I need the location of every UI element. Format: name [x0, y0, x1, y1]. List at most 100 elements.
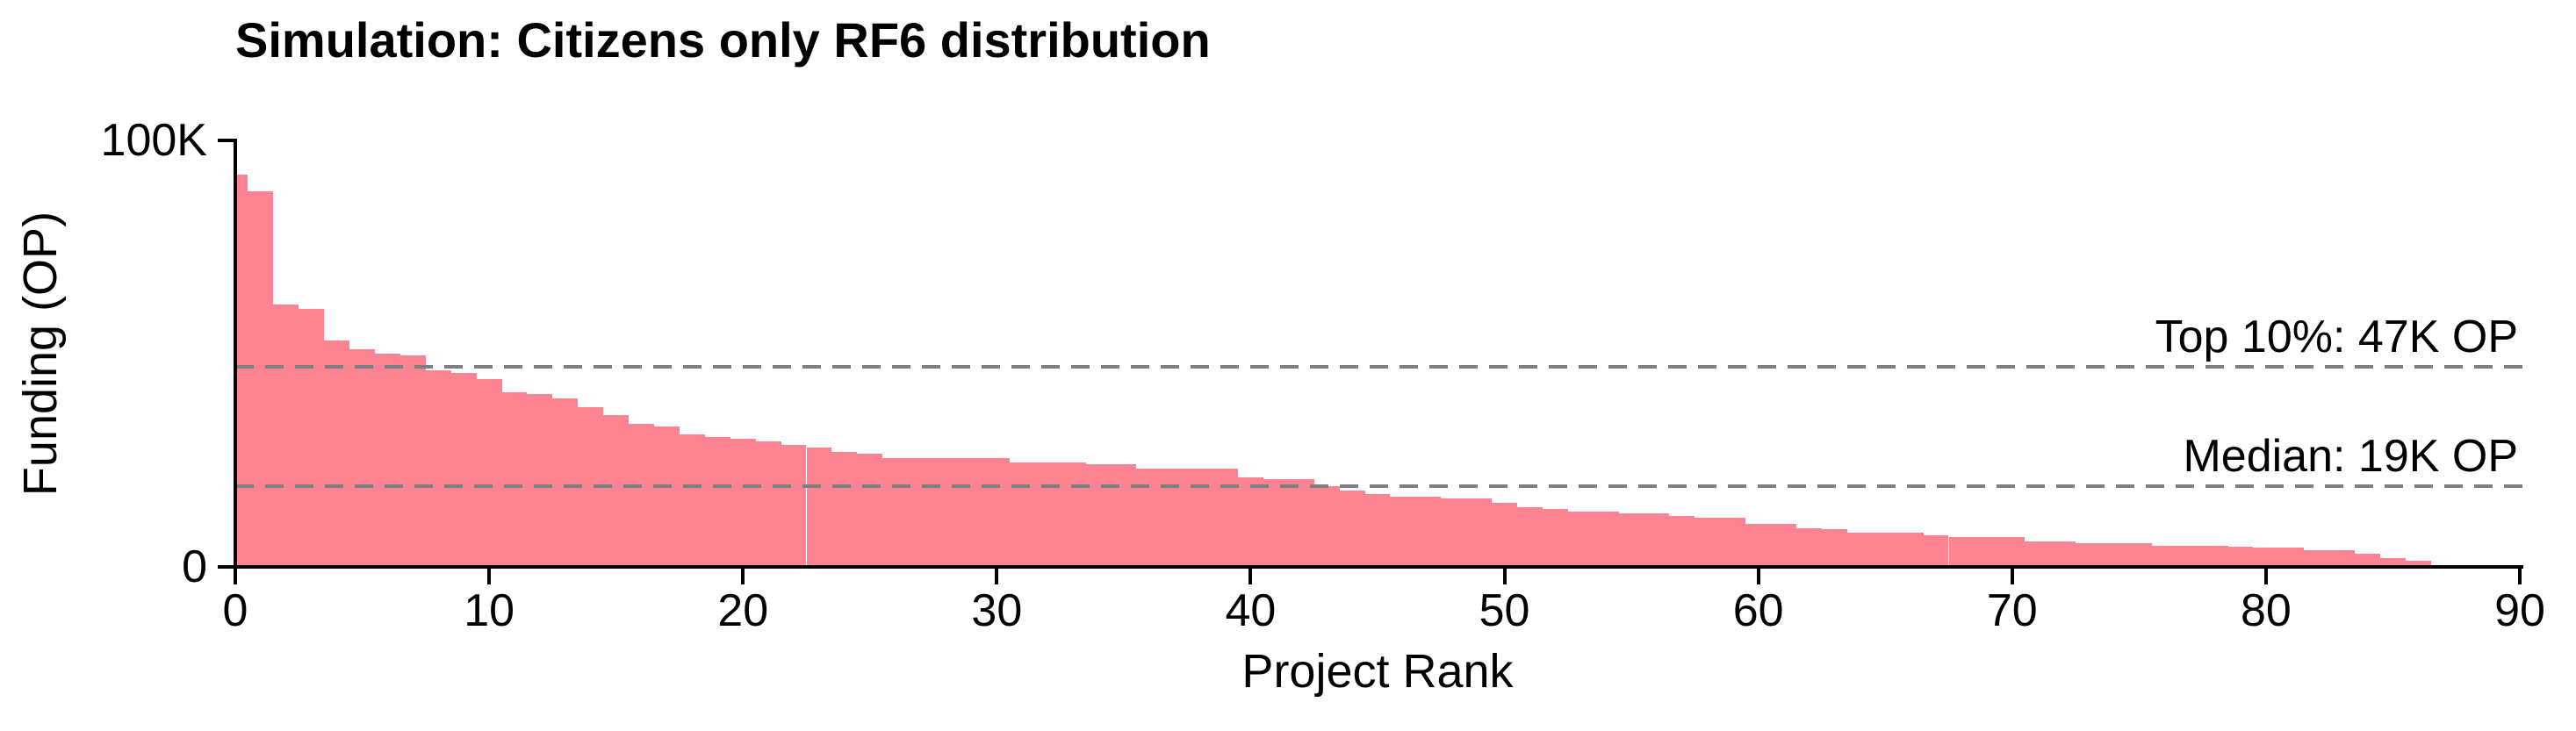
bar-rank-80 [2253, 548, 2279, 567]
x-tick-50 [1502, 569, 1507, 584]
bar-rank-75 [2126, 543, 2152, 567]
x-tick-30 [995, 569, 999, 584]
bar-rank-60 [1745, 524, 1772, 567]
bar-rank-61 [1771, 524, 1797, 567]
bar-rank-46 [1390, 496, 1416, 567]
bar-rank-5 [349, 349, 375, 567]
bar-rank-47 [1415, 496, 1442, 567]
bar-rank-50 [1492, 503, 1517, 567]
y-tick-label-0: 0 [182, 541, 207, 592]
bar-rank-10 [476, 379, 502, 567]
bar-rank-11 [501, 391, 528, 567]
bar-rank-48 [1441, 498, 1467, 567]
bar-rank-54 [1593, 511, 1619, 567]
bar-rank-40 [1237, 477, 1263, 567]
bar-rank-78 [2202, 545, 2228, 567]
bar-rank-31 [1009, 462, 1035, 567]
bar-rank-44 [1339, 490, 1365, 567]
bar-rank-2 [273, 305, 299, 567]
x-tick-90 [2518, 569, 2522, 584]
bar-rank-65 [1872, 533, 1898, 567]
bar-rank-12 [527, 394, 553, 567]
bar-rank-69 [1974, 536, 2000, 567]
bar-rank-51 [1517, 506, 1543, 567]
annotation-top10-label: Top 10%: 47K OP [2155, 311, 2518, 362]
bar-rank-35 [1111, 464, 1137, 567]
x-tick-label-80: 80 [2240, 585, 2292, 636]
bar-rank-33 [1060, 462, 1086, 567]
bar-rank-4 [324, 340, 350, 567]
bar-rank-7 [399, 355, 426, 567]
bar-rank-63 [1821, 529, 1847, 567]
bar-rank-62 [1796, 528, 1822, 567]
bar-rank-68 [1948, 536, 1975, 567]
bar-rank-85 [2379, 558, 2406, 567]
bar-rank-74 [2100, 543, 2126, 567]
bar-rank-84 [2355, 554, 2380, 567]
bar-rank-70 [1999, 536, 2026, 567]
bar-rank-17 [654, 426, 680, 567]
x-tick-60 [1756, 569, 1760, 584]
x-tick-70 [2010, 569, 2014, 584]
bar-rank-19 [704, 436, 730, 567]
bar-rank-24 [831, 451, 858, 567]
bar-rank-55 [1618, 513, 1644, 567]
chart-title: Simulation: Citizens only RF6 distributi… [235, 12, 1211, 68]
x-tick-label-20: 20 [717, 585, 769, 636]
bar-rank-57 [1669, 515, 1695, 567]
bar-rank-83 [2329, 549, 2356, 567]
x-axis-spine [234, 565, 2523, 569]
bar-rank-29 [958, 458, 984, 567]
y-tick-label-100K: 100K [100, 115, 207, 166]
x-tick-label-60: 60 [1732, 585, 1784, 636]
y-axis-label: Funding (OP) [14, 211, 67, 497]
bar-rank-30 [983, 458, 1010, 567]
x-tick-20 [741, 569, 745, 584]
bar-rank-26 [882, 458, 909, 567]
bar-rank-59 [1720, 518, 1746, 567]
y-axis-spine [234, 139, 237, 570]
bar-rank-53 [1567, 511, 1594, 567]
bar-rank-79 [2227, 546, 2254, 567]
bar-rank-22 [781, 445, 807, 567]
x-tick-label-70: 70 [1986, 585, 2038, 636]
x-tick-label-0: 0 [222, 585, 248, 636]
bar-rank-81 [2278, 548, 2305, 567]
bar-rank-1 [248, 191, 274, 567]
bar-rank-32 [1034, 462, 1061, 567]
bar-rank-64 [1846, 533, 1873, 567]
bar-rank-13 [552, 398, 579, 567]
bar-rank-67 [1923, 534, 1949, 567]
bar-rank-43 [1313, 485, 1340, 567]
x-tick-0 [234, 569, 237, 584]
bar-rank-21 [755, 441, 781, 567]
reference-line-median [235, 484, 2529, 488]
annotation-median-label: Median: 19K OP [2183, 430, 2518, 482]
bar-rank-34 [1085, 464, 1112, 567]
x-tick-label-10: 10 [464, 585, 515, 636]
bar-rank-3 [299, 308, 325, 567]
bar-rank-20 [730, 439, 756, 567]
bar-rank-76 [2151, 545, 2177, 567]
bar-rank-42 [1288, 479, 1314, 567]
bar-rank-71 [2025, 541, 2051, 567]
bar-rank-25 [857, 454, 883, 567]
x-tick-10 [487, 569, 492, 584]
bar-rank-86 [2405, 560, 2431, 567]
bar-rank-23 [806, 447, 832, 567]
bar-rank-18 [679, 434, 705, 567]
bar-rank-52 [1542, 509, 1568, 567]
bar-rank-73 [2076, 543, 2101, 567]
bar-rank-77 [2177, 545, 2203, 567]
x-tick-label-90: 90 [2494, 585, 2545, 636]
bar-rank-15 [603, 415, 630, 567]
x-tick-label-40: 40 [1225, 585, 1277, 636]
bar-rank-27 [908, 458, 934, 567]
bar-rank-8 [425, 370, 451, 567]
bar-rank-49 [1466, 498, 1493, 567]
bar-rank-58 [1695, 518, 1721, 567]
y-tick-0 [218, 565, 234, 569]
x-tick-80 [2263, 569, 2268, 584]
bar-rank-28 [933, 458, 959, 567]
